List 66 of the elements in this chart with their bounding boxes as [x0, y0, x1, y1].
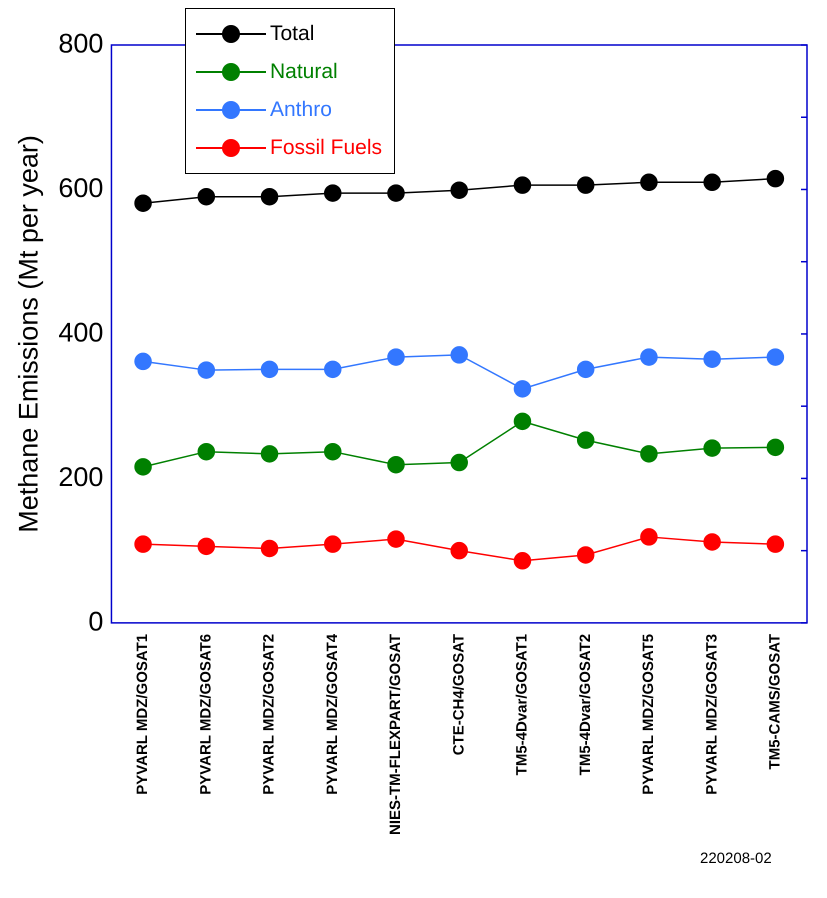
point [324, 442, 342, 460]
point [387, 530, 405, 548]
point [324, 360, 342, 378]
point [514, 176, 532, 194]
point [450, 181, 468, 199]
y-tick-label: 400 [58, 317, 104, 348]
x-tick-label: TM5-CAMS/GOSAT [766, 634, 784, 770]
y-tick-label: 600 [58, 172, 104, 203]
point [324, 535, 342, 553]
legend-label: Natural [270, 59, 338, 85]
x-tick-label: TM5-4Dvar/GOSAT2 [576, 634, 594, 776]
point [387, 184, 405, 202]
point [134, 194, 152, 212]
point [703, 174, 721, 191]
y-tick-label: 800 [58, 28, 104, 58]
point [134, 352, 152, 370]
legend-label: Total [270, 21, 314, 47]
point [450, 542, 468, 560]
x-tick-label: PYVARL MDZ/GOSAT4 [324, 633, 341, 795]
point [450, 346, 468, 364]
point [134, 458, 152, 476]
y-axis-title: Methane Emissions (Mt per year) [14, 135, 44, 533]
point [640, 348, 658, 366]
point [766, 535, 784, 553]
point [198, 361, 216, 379]
point [134, 535, 152, 553]
x-tick-label: PYVARL MDZ/GOSAT1 [134, 634, 152, 795]
point [198, 538, 216, 556]
x-tick-label: CTE-CH4/GOSAT [450, 634, 468, 756]
point [260, 540, 278, 558]
point [766, 348, 784, 366]
point [387, 348, 405, 366]
legend-label: Fossil Fuels [270, 135, 382, 161]
point [387, 456, 405, 474]
point [576, 431, 594, 449]
point [703, 350, 721, 368]
point [766, 170, 784, 188]
point [576, 546, 594, 564]
point [514, 380, 532, 398]
point [640, 528, 658, 546]
x-tick-label: PYVARL MDZ/GOSAT3 [703, 634, 720, 795]
point [324, 184, 342, 202]
point [766, 438, 784, 456]
x-tick-label: PYVARL MDZ/GOSAT2 [260, 634, 278, 795]
point [640, 445, 658, 463]
point [703, 439, 721, 457]
point [260, 445, 278, 463]
point [514, 552, 532, 570]
legend-label: Anthro [270, 97, 332, 123]
point [198, 442, 216, 460]
x-tick-label: NIES-TM-FLEXPART/GOSAT [387, 634, 404, 836]
point [260, 188, 278, 206]
y-tick-label: 200 [58, 462, 104, 492]
point [640, 174, 658, 191]
x-tick-label: PYVARL MDZ/GOSAT5 [640, 634, 658, 795]
point [260, 360, 278, 378]
y-tick-label: 0 [88, 606, 104, 636]
point [576, 176, 594, 194]
x-tick-label: TM5-4Dvar/GOSAT1 [514, 634, 531, 776]
point [450, 454, 468, 472]
point [703, 533, 721, 551]
point [514, 412, 532, 430]
text: 220208-02 [700, 850, 772, 867]
point [576, 360, 594, 378]
x-tick-label: PYVARL MDZ/GOSAT6 [197, 634, 214, 795]
point [198, 188, 216, 206]
